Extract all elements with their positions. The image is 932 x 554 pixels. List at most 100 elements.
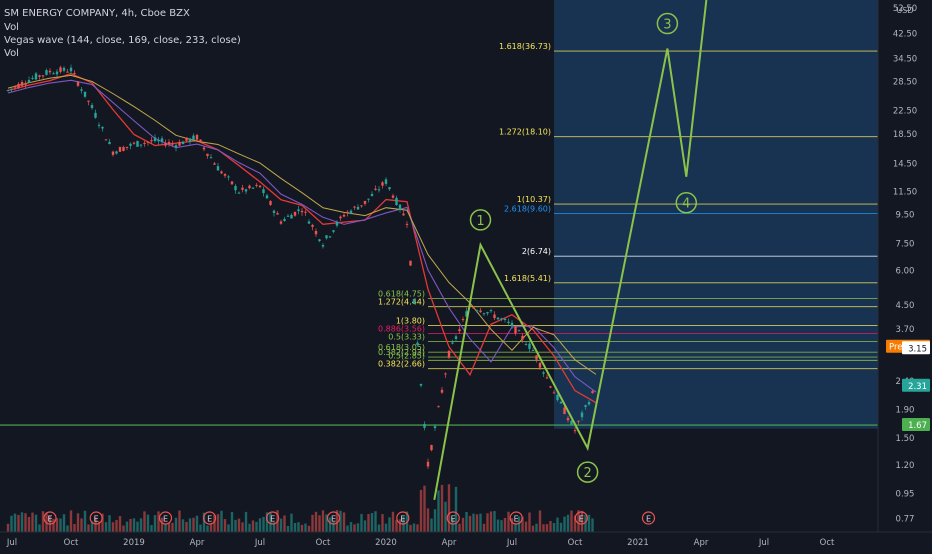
earnings-marker-text: E — [400, 515, 405, 524]
volume-bar — [153, 515, 157, 532]
earnings-marker[interactable] — [43, 511, 57, 525]
price-badge — [902, 341, 930, 355]
time-axis-tick: Jul — [506, 538, 517, 548]
candle-body — [335, 221, 339, 226]
earnings-marker[interactable] — [509, 511, 523, 525]
candle-body — [6, 90, 10, 92]
candle-body — [164, 142, 167, 146]
volume-bar — [34, 514, 38, 532]
candle-body — [542, 372, 545, 374]
earnings-marker[interactable] — [158, 511, 173, 525]
candle-body — [482, 313, 486, 315]
volume-bar — [367, 514, 370, 532]
earnings-marker[interactable] — [446, 511, 460, 525]
candle-body — [486, 311, 489, 314]
volume-bar — [409, 524, 412, 532]
volume-bar — [304, 523, 307, 532]
candle-body — [556, 394, 559, 401]
volume-bar — [559, 522, 563, 532]
candle-body — [34, 73, 38, 80]
price-badge-value: 2.31 — [908, 382, 927, 392]
candle-body — [279, 221, 283, 224]
volume-bar — [283, 515, 286, 532]
volume-bar — [416, 524, 419, 532]
price-axis-tick: 1.50 — [896, 434, 915, 444]
volume-bar — [531, 525, 535, 532]
target-zone — [554, 0, 878, 429]
price-badge — [902, 378, 930, 392]
candle-body — [241, 187, 244, 190]
candle-body — [276, 213, 279, 215]
candle-body — [440, 389, 444, 393]
fib-level-label: 0.382(2.66) — [378, 360, 425, 369]
volume-bar — [426, 508, 430, 532]
candle-body — [125, 146, 129, 148]
volume-bar — [255, 521, 258, 532]
volume-bar — [230, 512, 234, 532]
volume-bar — [73, 524, 76, 532]
price-axis-tick: 7.50 — [896, 239, 915, 249]
candle-body — [409, 260, 412, 266]
volume-bar — [437, 490, 440, 532]
earnings-marker[interactable] — [89, 511, 103, 525]
volume-bar — [587, 514, 591, 532]
volume-bar — [538, 510, 542, 532]
earnings-marker[interactable] — [396, 511, 410, 525]
earnings-marker[interactable] — [266, 511, 280, 525]
volume-bar — [573, 515, 577, 532]
candle-body — [111, 151, 115, 155]
candle-body — [199, 139, 202, 142]
candle-body — [17, 83, 20, 89]
volume-bar — [223, 519, 227, 532]
volume-bar — [20, 512, 24, 532]
earnings-marker[interactable] — [641, 511, 656, 525]
candle-body — [311, 224, 314, 227]
volume-bar — [493, 511, 496, 532]
volume-bar — [80, 518, 83, 532]
candle-body — [356, 206, 360, 210]
volume-bar — [514, 523, 517, 532]
volume-bar — [468, 515, 472, 532]
candle-body — [230, 181, 234, 185]
volume-bar — [570, 510, 573, 532]
price-axis-tick: 1.90 — [896, 405, 915, 415]
candle-body — [349, 210, 353, 214]
volume-bar — [339, 510, 342, 532]
candle-body — [73, 72, 76, 74]
candle-body — [587, 402, 591, 405]
volume-bar — [360, 513, 363, 532]
time-axis-tick: Jul — [6, 538, 17, 548]
price-axis-tick: 28.50 — [893, 78, 917, 88]
volume-bar — [423, 485, 426, 532]
candle-body — [178, 141, 181, 146]
volume-bar — [83, 510, 87, 532]
volume-bar — [556, 517, 559, 532]
volume-bar — [13, 513, 17, 532]
wave-label-text: 1 — [476, 214, 484, 229]
earnings-marker-text: E — [163, 515, 168, 524]
candle-body — [461, 319, 465, 321]
earnings-marker[interactable] — [326, 511, 341, 525]
volume-bar — [475, 514, 479, 532]
candle-body — [290, 214, 293, 219]
candle-body — [234, 185, 237, 191]
volume-bar — [101, 513, 104, 532]
earnings-marker[interactable] — [574, 511, 588, 525]
candle-body — [360, 205, 363, 207]
volume-bar — [199, 524, 202, 532]
volume-bar — [356, 523, 360, 532]
candle-body — [220, 171, 223, 174]
candle-body — [153, 137, 157, 142]
volume-bar — [300, 524, 304, 532]
fib-level-label: 0.886(3.56) — [378, 324, 425, 333]
volume-bar — [412, 523, 416, 532]
volume-bar — [24, 513, 27, 532]
time-axis-tick: Oct — [820, 538, 835, 548]
candle-body — [549, 386, 552, 388]
earnings-marker[interactable] — [203, 511, 217, 525]
candle-body — [122, 147, 125, 151]
fib-level-label: 1.618(36.73) — [499, 42, 551, 51]
candle-body — [272, 210, 276, 213]
